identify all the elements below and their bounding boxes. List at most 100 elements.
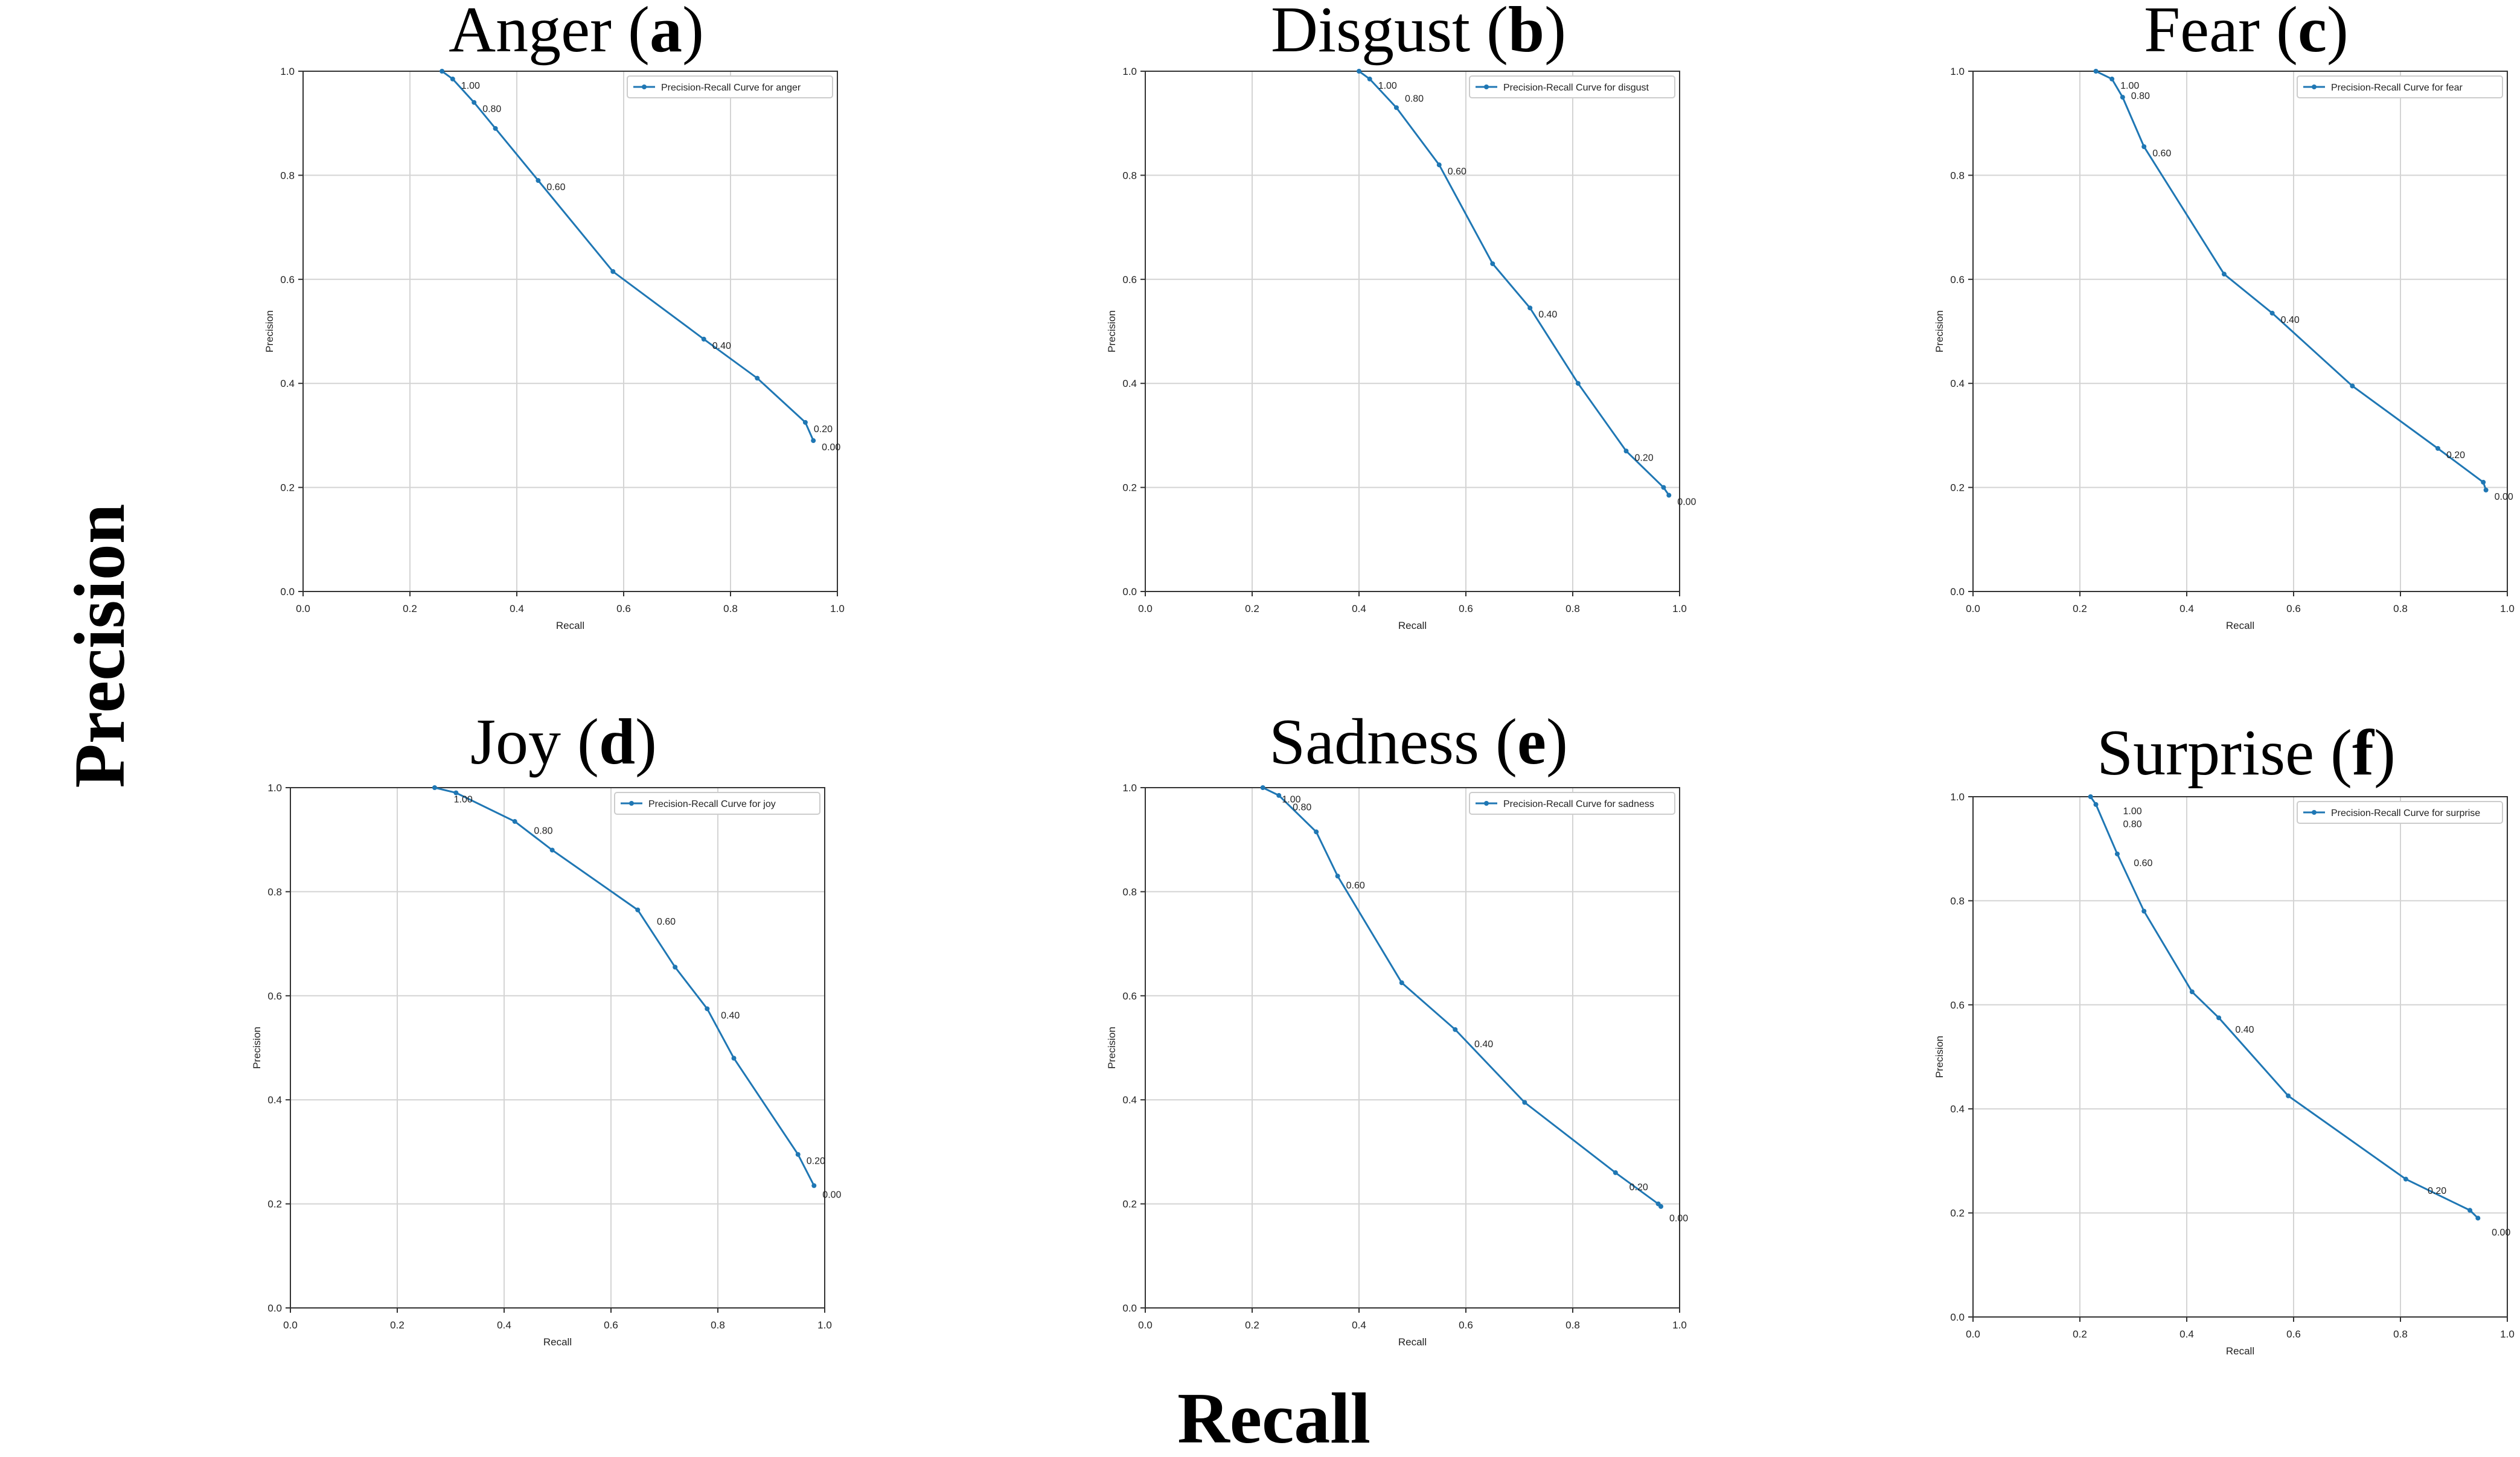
threshold-annotation: 0.60 bbox=[2152, 148, 2171, 159]
y-axis-label: Precision bbox=[264, 310, 275, 352]
data-point bbox=[1399, 980, 1404, 986]
threshold-annotation: 0.80 bbox=[1405, 94, 1424, 104]
legend-marker bbox=[2312, 84, 2317, 89]
axes-frame bbox=[1972, 796, 2508, 1318]
legend-box bbox=[2297, 801, 2503, 824]
legend-label: Precision-Recall Curve for joy bbox=[648, 799, 776, 809]
data-point bbox=[2350, 383, 2355, 389]
panel-surprise: Surprise (f)0.0 0.2 0.4 0.6 0.8 1.00.00.20.40… bbox=[1934, 717, 2515, 1357]
threshold-annotation: 0.40 bbox=[1474, 1039, 1493, 1050]
threshold-annotation: 0.80 bbox=[1293, 803, 1311, 813]
x-tick-label: 0.2 bbox=[2073, 603, 2087, 614]
legend-box bbox=[1469, 75, 1675, 98]
y-tick-label: 1.0 bbox=[1122, 66, 1137, 77]
threshold-annotation: 0.60 bbox=[1346, 881, 1365, 891]
x-tick-label: 0.8 bbox=[2393, 1328, 2408, 1340]
data-point bbox=[1666, 493, 1672, 498]
x-tick-label: 0.2 bbox=[1245, 603, 1259, 614]
y-tick-label: 0.8 bbox=[267, 886, 282, 897]
data-point bbox=[1367, 76, 1372, 81]
data-point bbox=[811, 438, 816, 444]
threshold-annotation: 1.00 bbox=[454, 795, 473, 805]
x-tick-label: 0.0 bbox=[283, 1319, 298, 1331]
data-point bbox=[1393, 105, 1399, 110]
data-point bbox=[2483, 487, 2489, 493]
data-point bbox=[1490, 261, 1495, 266]
panel-title: Disgust (b) bbox=[1271, 0, 1566, 66]
x-axis-label: Recall bbox=[543, 1336, 572, 1348]
y-tick-label: 0.6 bbox=[1122, 274, 1137, 285]
data-point bbox=[811, 1183, 817, 1188]
y-tick-label: 0.4 bbox=[280, 378, 295, 389]
panel-title-close: ) bbox=[635, 706, 657, 778]
x-tick-label: 0.6 bbox=[2286, 1328, 2301, 1340]
panel-title-close: ) bbox=[2374, 717, 2396, 789]
data-point bbox=[2109, 76, 2115, 81]
threshold-annotation: 0.00 bbox=[2495, 492, 2513, 502]
data-point bbox=[610, 269, 616, 274]
panel-title-close: ) bbox=[2327, 0, 2349, 66]
threshold-annotation: 0.40 bbox=[721, 1010, 740, 1021]
data-point bbox=[493, 126, 498, 131]
figure-y-axis-label: Precision bbox=[59, 503, 139, 788]
data-point bbox=[2141, 908, 2147, 914]
data-point bbox=[450, 76, 455, 81]
x-axis-label: Recall bbox=[2226, 1345, 2254, 1357]
threshold-annotation: 0.00 bbox=[822, 1190, 841, 1200]
x-tick-label: 0.4 bbox=[2179, 1328, 2194, 1340]
y-tick-label: 0.2 bbox=[267, 1199, 282, 1210]
x-tick-label: 0.0 bbox=[1138, 1319, 1153, 1331]
data-point bbox=[2221, 272, 2227, 277]
data-point bbox=[1527, 305, 1533, 311]
y-tick-label: 0.2 bbox=[280, 482, 295, 494]
x-tick-label: 0.6 bbox=[2286, 603, 2301, 614]
figure-x-axis-label: Recall bbox=[1177, 1378, 1370, 1457]
y-tick-label: 1.0 bbox=[280, 66, 295, 77]
y-axis-label: Precision bbox=[1934, 1036, 1945, 1078]
threshold-annotation: 0.40 bbox=[2281, 315, 2300, 325]
threshold-annotation: 0.20 bbox=[1629, 1182, 1648, 1193]
y-tick-label: 1.0 bbox=[1950, 66, 1965, 77]
x-tick-label: 1.0 bbox=[1672, 1319, 1687, 1331]
data-point bbox=[453, 790, 459, 795]
y-axis-label: Precision bbox=[1934, 310, 1945, 352]
data-point bbox=[2120, 95, 2125, 100]
legend: Precision-Recall Curve for joy bbox=[614, 792, 820, 815]
threshold-annotation: 0.60 bbox=[2134, 858, 2152, 869]
x-tick-label: 0.8 bbox=[711, 1319, 725, 1331]
y-tick-label: 0.8 bbox=[1122, 886, 1137, 897]
data-point bbox=[432, 785, 437, 790]
data-point bbox=[536, 178, 541, 183]
data-point bbox=[2403, 1176, 2408, 1182]
threshold-annotation: 0.80 bbox=[534, 826, 552, 836]
panel-title: Fear (c) bbox=[2144, 0, 2349, 66]
x-tick-label: 0.4 bbox=[2179, 603, 2194, 614]
threshold-annotation: 0.00 bbox=[1669, 1214, 1688, 1224]
y-tick-label: 0.6 bbox=[1122, 990, 1137, 1002]
threshold-annotation: 0.00 bbox=[822, 442, 840, 453]
y-tick-label: 0.2 bbox=[1950, 1208, 1965, 1219]
legend-label: Precision-Recall Curve for fear bbox=[2331, 83, 2463, 93]
y-tick-label: 0.6 bbox=[267, 990, 282, 1002]
panel-title-name: Disgust ( bbox=[1271, 0, 1508, 66]
threshold-annotation: 1.00 bbox=[461, 81, 480, 91]
threshold-annotation: 0.00 bbox=[2492, 1228, 2510, 1238]
y-tick-label: 0.2 bbox=[1950, 482, 1965, 494]
legend: Precision-Recall Curve for anger bbox=[627, 75, 833, 98]
data-point bbox=[2093, 802, 2099, 807]
data-point bbox=[701, 336, 706, 342]
panel-sadness: Sadness (e) 0.0 0.2 0.4 0.6 0.8 1.0 0.0 0.2 0.4 0.… bbox=[1106, 706, 1688, 1348]
panel-title-letter: f bbox=[2352, 717, 2375, 789]
data-point bbox=[2269, 310, 2275, 316]
legend-label: Precision-Recall Curve for anger bbox=[661, 83, 801, 93]
threshold-annotation: 0.80 bbox=[2123, 819, 2142, 829]
data-point bbox=[1260, 785, 1265, 790]
threshold-annotation: 1.00 bbox=[2123, 806, 2142, 817]
y-tick-label: 0.4 bbox=[1950, 378, 1965, 389]
data-point bbox=[755, 375, 760, 381]
threshold-annotation: 0.20 bbox=[2428, 1186, 2446, 1196]
x-tick-label: 0.4 bbox=[1352, 603, 1366, 614]
y-tick-label: 0.0 bbox=[1950, 586, 1965, 598]
y-tick-label: 0.0 bbox=[1122, 586, 1137, 598]
panel-title-letter: a bbox=[650, 0, 682, 66]
